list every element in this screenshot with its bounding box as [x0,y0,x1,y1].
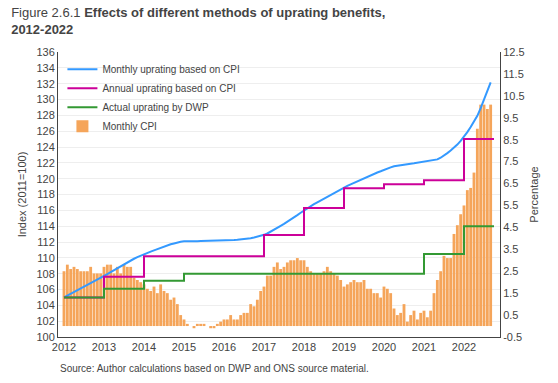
svg-text:11.5: 11.5 [503,68,524,80]
svg-text:Percentage: Percentage [528,166,540,222]
svg-text:3.5: 3.5 [503,243,518,255]
svg-text:6.5: 6.5 [503,177,518,189]
svg-text:7.5: 7.5 [503,155,518,167]
svg-text:Monthly uprating based on CPI: Monthly uprating based on CPI [102,64,239,75]
svg-text:2019: 2019 [332,341,356,353]
svg-text:10.5: 10.5 [503,90,524,102]
svg-text:2014: 2014 [132,341,156,353]
svg-text:Monthly CPI: Monthly CPI [102,121,156,132]
svg-text:Index (2011=100): Index (2011=100) [16,152,28,238]
svg-text:110: 110 [37,252,55,264]
svg-text:9.5: 9.5 [503,112,518,124]
svg-text:124: 124 [36,141,54,153]
svg-text:126: 126 [36,125,54,137]
svg-text:2021: 2021 [412,341,436,353]
svg-text:136: 136 [36,46,54,58]
svg-text:Annual uprating based on CPI: Annual uprating based on CPI [102,83,235,94]
svg-text:114: 114 [37,220,55,232]
svg-text:134: 134 [36,62,54,74]
svg-text:108: 108 [36,268,54,280]
svg-text:-0.5: -0.5 [503,331,522,343]
svg-text:2020: 2020 [372,341,396,353]
svg-text:0.5: 0.5 [503,309,518,321]
svg-text:2022: 2022 [452,341,476,353]
svg-text:4.5: 4.5 [503,221,518,233]
svg-text:122: 122 [36,157,54,169]
svg-text:100: 100 [36,331,54,343]
svg-text:Figure 2.6.1 Effects of differ: Figure 2.6.1 Effects of different method… [11,5,385,37]
svg-text:2015: 2015 [172,341,196,353]
svg-text:104: 104 [36,299,54,311]
svg-text:132: 132 [36,78,54,90]
svg-text:2013: 2013 [92,341,116,353]
svg-text:102: 102 [36,315,54,327]
svg-text:Source: Author calculations ba: Source: Author calculations based on DWP… [60,363,369,374]
svg-text:Actual uprating by DWP: Actual uprating by DWP [102,102,208,113]
svg-text:5.5: 5.5 [503,199,518,211]
svg-text:128: 128 [36,109,54,121]
svg-text:2017: 2017 [252,341,276,353]
svg-text:106: 106 [36,283,54,295]
svg-text:2012: 2012 [52,341,76,353]
svg-text:1.5: 1.5 [503,287,518,299]
svg-text:2018: 2018 [292,341,316,353]
svg-text:120: 120 [36,173,54,185]
svg-text:2016: 2016 [212,341,236,353]
svg-text:116: 116 [37,204,55,216]
svg-text:2.5: 2.5 [503,265,518,277]
svg-text:8.5: 8.5 [503,134,518,146]
svg-text:112: 112 [37,236,55,248]
svg-text:118: 118 [37,188,55,200]
svg-text:130: 130 [36,93,54,105]
svg-text:12.5: 12.5 [503,46,524,58]
